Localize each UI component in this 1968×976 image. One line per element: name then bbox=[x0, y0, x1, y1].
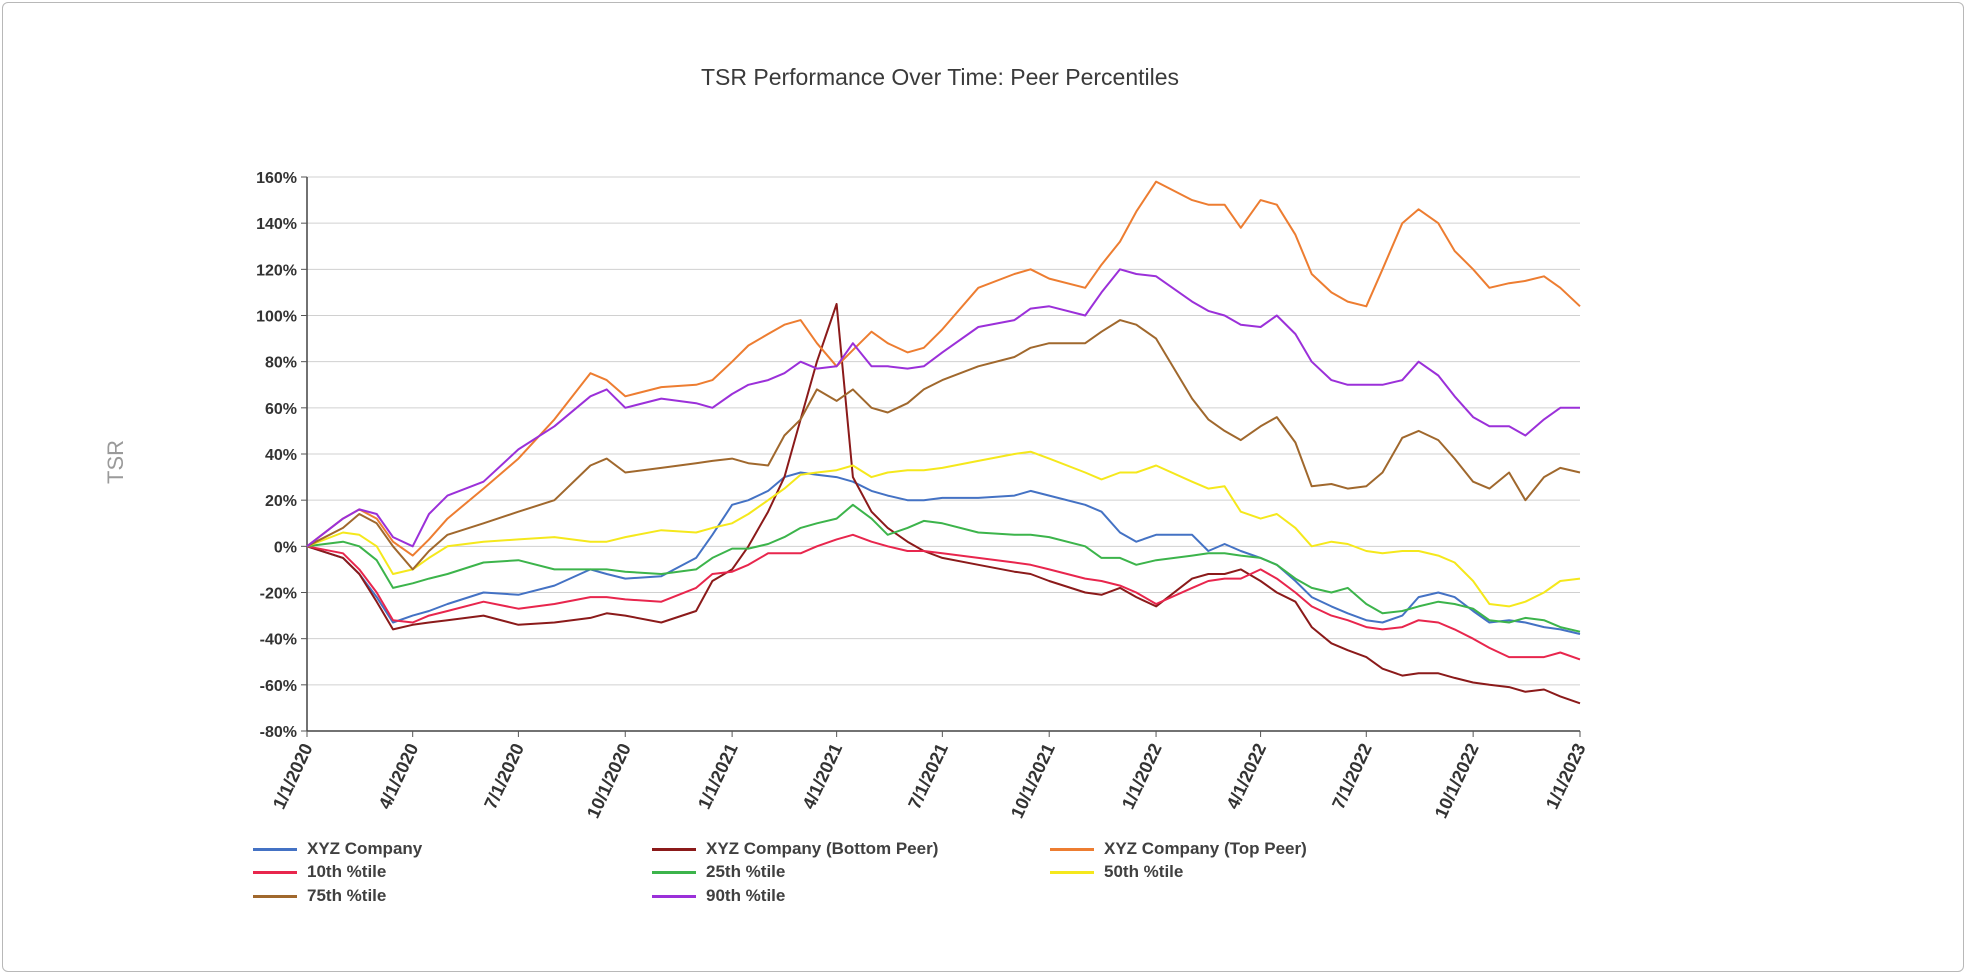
legend-swatch bbox=[1050, 870, 1094, 874]
y-tick-label: 120% bbox=[256, 262, 297, 279]
x-tick-label: 4/1/2021 bbox=[799, 740, 847, 812]
x-tick-label: 7/1/2020 bbox=[480, 740, 528, 812]
y-tick-label: 80% bbox=[265, 355, 297, 372]
y-tick-label: -40% bbox=[260, 632, 297, 649]
series-line-xyz-company-top-peer bbox=[306, 180, 1581, 557]
series-line-75th-tile bbox=[306, 319, 1581, 571]
legend-swatch bbox=[652, 894, 696, 898]
series-line-90th-tile bbox=[306, 268, 1580, 548]
legend-label: 10th %tile bbox=[307, 862, 387, 881]
legend-swatch bbox=[253, 894, 297, 898]
x-tick-label: 4/1/2020 bbox=[375, 740, 423, 812]
y-tick-label: 60% bbox=[265, 401, 297, 418]
legend-item: 25th %tile bbox=[652, 861, 785, 883]
x-tick-label: 7/1/2022 bbox=[1328, 740, 1376, 812]
legend-item: XYZ Company (Top Peer) bbox=[1050, 838, 1307, 860]
legend-item: 75th %tile bbox=[253, 885, 386, 907]
legend-label: XYZ Company bbox=[307, 839, 423, 858]
y-tick-label: -80% bbox=[260, 724, 297, 741]
x-tick-label: 1/1/2021 bbox=[694, 740, 742, 812]
legend-label: 75th %tile bbox=[307, 886, 387, 905]
legend-swatch bbox=[652, 870, 696, 874]
legend-item: XYZ Company (Bottom Peer) bbox=[652, 838, 938, 860]
y-tick-label: 100% bbox=[256, 309, 297, 326]
legend-swatch bbox=[253, 847, 297, 851]
legend-item: 50th %tile bbox=[1050, 861, 1183, 883]
legend-swatch bbox=[652, 847, 696, 851]
legend-label: 90th %tile bbox=[706, 886, 786, 905]
gridlines bbox=[306, 176, 1580, 732]
y-tick-label: 140% bbox=[256, 216, 297, 233]
x-tick-label: 1/1/2023 bbox=[1542, 740, 1590, 812]
x-tick-label: 4/1/2022 bbox=[1222, 740, 1270, 812]
legend-swatch bbox=[253, 870, 297, 874]
y-tick-label: -20% bbox=[260, 586, 297, 603]
legend-label: XYZ Company (Top Peer) bbox=[1104, 839, 1307, 858]
x-tick-label: 1/1/2020 bbox=[269, 740, 317, 812]
legend-label: 50th %tile bbox=[1104, 862, 1184, 881]
legend-item: 10th %tile bbox=[253, 861, 386, 883]
series-lines bbox=[306, 180, 1581, 705]
series-line-25th-tile bbox=[306, 503, 1581, 633]
x-tick-label: 10/1/2020 bbox=[583, 740, 635, 821]
y-tick-label: 0% bbox=[274, 539, 297, 556]
legend-item: 90th %tile bbox=[652, 885, 785, 907]
series-line-50th-tile bbox=[306, 450, 1581, 608]
y-tick-label: 20% bbox=[265, 493, 297, 510]
y-tick-label: 40% bbox=[265, 447, 297, 464]
x-tick-label: 10/1/2022 bbox=[1431, 740, 1483, 821]
chart-title: TSR Performance Over Time: Peer Percenti… bbox=[700, 64, 1180, 90]
legend-item: XYZ Company bbox=[253, 838, 422, 860]
legend-label: XYZ Company (Bottom Peer) bbox=[706, 839, 939, 858]
x-tick-label: 1/1/2022 bbox=[1118, 740, 1166, 812]
legend-swatch bbox=[1050, 847, 1094, 851]
series-line-xyz-company-bottom-peer bbox=[306, 303, 1581, 705]
x-tick-label: 7/1/2021 bbox=[904, 740, 952, 812]
y-axis-ticks: 160% 140% 120% 100% 80% 60% 40% 20% 0% -20% -40% -6… bbox=[256, 170, 307, 741]
series-line-xyz-company bbox=[306, 471, 1581, 635]
legend-label: 25th %tile bbox=[706, 862, 786, 881]
y-tick-label: 160% bbox=[256, 170, 297, 187]
x-axis-ticks: 1/1/2020 4/1/2020 7/1/2020 10/1/2020 1/1/202… bbox=[269, 731, 1590, 821]
series-line-10th-tile bbox=[306, 533, 1581, 661]
x-tick-label: 10/1/2021 bbox=[1007, 740, 1059, 821]
y-tick-label: -60% bbox=[260, 678, 297, 695]
